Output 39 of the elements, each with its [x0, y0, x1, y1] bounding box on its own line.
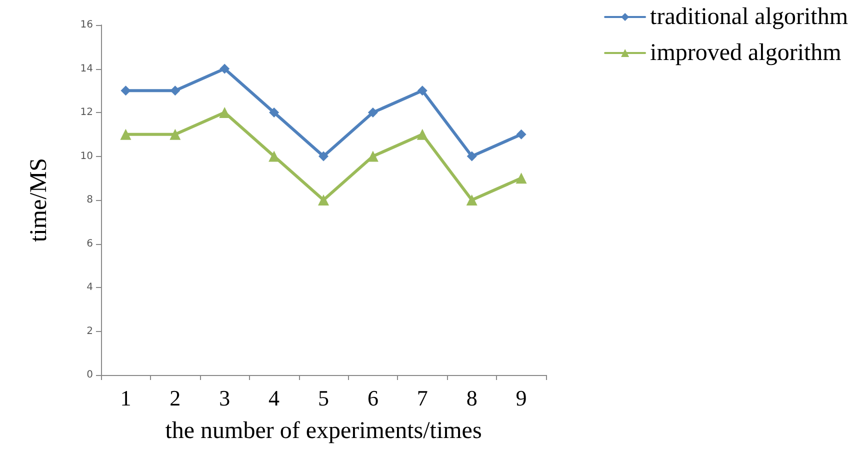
point [416, 128, 428, 140]
x-tick-label: 2 [170, 386, 181, 410]
x-tick-label: 5 [318, 386, 329, 410]
y-axis-title: time/MS [26, 158, 52, 242]
point [516, 129, 526, 140]
legend-label: traditional algorithm [650, 4, 848, 30]
point [268, 150, 280, 162]
point [170, 86, 180, 96]
y-tick-label: 4 [86, 282, 93, 293]
point [466, 194, 478, 206]
point [318, 194, 329, 206]
x-tick-label: 8 [466, 386, 478, 410]
point [120, 86, 131, 96]
y-tick-label: 10 [80, 150, 93, 162]
point [516, 172, 527, 184]
y-tick-label: 0 [86, 370, 93, 380]
y-tick-label: 6 [86, 238, 93, 250]
y-tick-label: 12 [80, 107, 93, 118]
y-tick-label: 8 [86, 194, 93, 206]
point [170, 128, 181, 140]
point [220, 64, 230, 74]
x-tick-label: 7 [416, 386, 428, 410]
point [318, 151, 328, 162]
x-axis-title: the number of experiments/times [165, 418, 482, 444]
point [417, 86, 428, 96]
y-tick-label: 14 [80, 63, 93, 74]
x-tick-label: 9 [516, 386, 527, 410]
point [367, 150, 378, 162]
y-tick-label: 16 [80, 20, 93, 30]
point [368, 108, 378, 118]
x-tick-label: 3 [219, 386, 230, 410]
legend-label: improved algorithm [650, 40, 842, 66]
point [120, 128, 132, 140]
point [269, 108, 280, 118]
x-tick-label: 6 [367, 386, 378, 410]
y-tick-label: 2 [86, 326, 93, 337]
point [466, 151, 477, 162]
x-tick-label: 1 [120, 386, 132, 410]
x-tick-label: 4 [268, 386, 280, 410]
